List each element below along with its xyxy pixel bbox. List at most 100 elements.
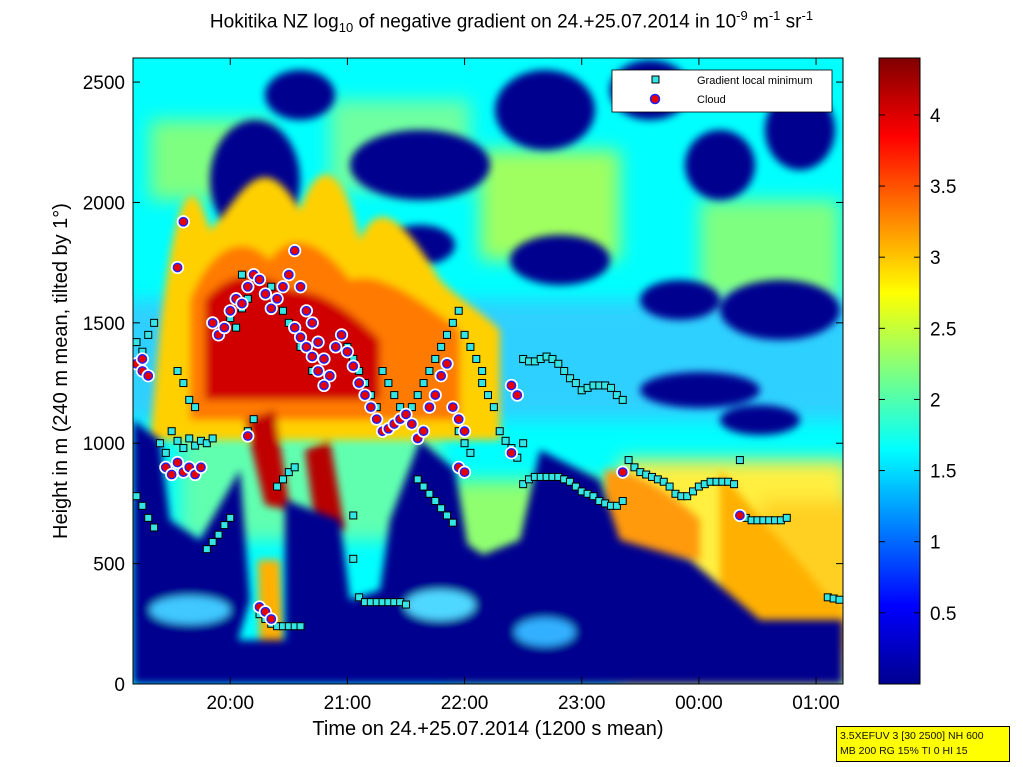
gradient-minimum-point xyxy=(612,391,621,400)
info-line-2: MB 200 RG 15% TI 0 HI 15 xyxy=(840,745,968,757)
gradient-minimum-point xyxy=(554,359,563,368)
y-tick-label: 0 xyxy=(114,675,125,696)
gradient-minimum-point xyxy=(191,441,200,450)
gradient-minimum-point xyxy=(448,318,457,327)
cloud-point-ring xyxy=(313,337,324,348)
gradient-minimum-point xyxy=(618,395,627,404)
cloud-point-ring xyxy=(348,361,359,372)
cloud-point-ring xyxy=(453,414,464,425)
gradient-minimum-point xyxy=(296,622,305,631)
gradient-minimum-point xyxy=(150,523,159,532)
cloud-point-ring xyxy=(172,262,183,273)
gradient-minimum-point xyxy=(413,391,422,400)
gradient-minimum-point xyxy=(571,482,580,491)
gradient-minimum-point xyxy=(273,482,282,491)
gradient-minimum-point xyxy=(442,330,451,339)
gradient-minimum-point xyxy=(437,504,446,513)
gradient-minimum-point xyxy=(484,391,492,400)
colorbar-tick-label: 2 xyxy=(930,390,941,411)
cloud-point-ring xyxy=(196,462,206,473)
x-axis: 20:00 21:00 22:00 23:00 00:00 01:00 xyxy=(206,58,840,714)
gradient-minimum-point xyxy=(630,463,639,472)
gradient-minimum-point xyxy=(566,374,575,383)
gradient-minimum-point xyxy=(173,436,182,445)
cloud-point-ring xyxy=(219,322,230,333)
gradient-minimum-point xyxy=(133,492,141,501)
gradient-minimum-point xyxy=(349,511,358,520)
gradient-minimum-point xyxy=(185,434,194,443)
cloud-point-ring xyxy=(242,431,253,441)
cloud-point-ring xyxy=(207,317,218,328)
cloud-point-ring xyxy=(295,332,306,343)
cloud-point-ring xyxy=(447,402,458,413)
chart-title: Hokitika NZ log10 of negative gradient o… xyxy=(209,8,814,36)
gradient-minimum-point xyxy=(571,379,580,388)
gradient-minimum-point xyxy=(431,354,440,363)
gradient-minimum-point xyxy=(589,492,598,501)
colorbar-tick-label: 4 xyxy=(930,106,941,127)
x-tick-label: 01:00 xyxy=(792,693,840,714)
gradient-minimum-point xyxy=(232,323,241,332)
cloud-point-ring xyxy=(143,370,154,381)
gradient-minimum-point xyxy=(460,330,469,339)
gradient-minimum-point xyxy=(501,436,510,445)
gradient-minimum-point xyxy=(267,282,276,291)
cloud-point-ring xyxy=(278,281,288,292)
colorbar-gradient xyxy=(878,57,921,685)
gradient-minimum-point xyxy=(782,513,791,522)
y-tick-label: 2500 xyxy=(83,73,125,94)
cloud-point-ring xyxy=(436,370,447,381)
cloud-point-ring xyxy=(319,354,329,364)
y-axis: 0 500 1000 1500 2000 2500 xyxy=(83,73,843,696)
gradient-minimum-point xyxy=(202,439,211,448)
gradient-minimum-point xyxy=(431,497,440,506)
gradient-minimum-point xyxy=(560,367,569,375)
gradient-minimum-point xyxy=(278,306,287,315)
gradient-minimum-point xyxy=(355,593,364,602)
cloud-point-ring xyxy=(313,366,324,376)
cloud-point-ring xyxy=(365,402,376,413)
marker-layer xyxy=(133,215,843,631)
colorbar-tick-label: 3.5 xyxy=(930,177,956,198)
gradient-minimum-point xyxy=(349,554,358,563)
cloud-point-ring xyxy=(254,274,265,285)
gradient-minimum-point xyxy=(144,513,153,522)
gradient-minimum-point xyxy=(173,367,182,375)
cloud-point-ring xyxy=(330,342,341,352)
colorbar-ticks: 0.5 1 1.5 2 2.5 3 3.5 4 xyxy=(879,106,956,625)
cloud-point-ring xyxy=(266,303,277,314)
cloud-point-ring xyxy=(225,305,236,316)
cloud-point-ring xyxy=(734,510,745,521)
cloud-point-ring xyxy=(272,293,283,304)
cloud-point-ring xyxy=(307,317,318,328)
gradient-minimum-point xyxy=(133,338,141,347)
colorbar-tick-label: 3 xyxy=(930,248,941,269)
cloud-point-ring xyxy=(430,390,441,400)
cloud-point-ring xyxy=(354,378,365,388)
gradient-minimum-point xyxy=(284,468,293,477)
gradient-minimum-point xyxy=(730,480,739,489)
gradient-minimum-point xyxy=(448,518,457,527)
gradient-minimum-point xyxy=(378,367,387,375)
colorbar-tick-label: 2.5 xyxy=(930,319,956,340)
cloud-point-ring xyxy=(237,298,247,309)
gradient-minimum-point xyxy=(179,379,188,388)
gradient-minimum-point xyxy=(566,477,575,486)
gradient-minimum-point xyxy=(150,318,159,327)
gradient-minimum-point xyxy=(384,379,393,388)
gradient-minimum-point xyxy=(144,330,153,339)
gradient-minimum-point xyxy=(208,434,217,443)
gradient-minimum-point xyxy=(607,383,616,392)
cloud-point-ring xyxy=(242,281,253,292)
gradient-minimum-point xyxy=(202,545,211,554)
gradient-minimum-point xyxy=(548,354,557,363)
colorbar: 0.5 1 1.5 2 2.5 3 3.5 4 xyxy=(878,57,956,685)
gradient-minimum-point xyxy=(390,391,399,400)
gradient-minimum-point xyxy=(454,306,463,315)
gradient-minimum-point xyxy=(472,354,481,363)
gradient-minimum-point xyxy=(419,379,428,388)
y-tick-label: 2000 xyxy=(83,193,125,214)
gradient-minimum-point xyxy=(683,492,692,501)
cloud-point-ring xyxy=(266,614,277,624)
gradient-minimum-point xyxy=(460,439,469,448)
